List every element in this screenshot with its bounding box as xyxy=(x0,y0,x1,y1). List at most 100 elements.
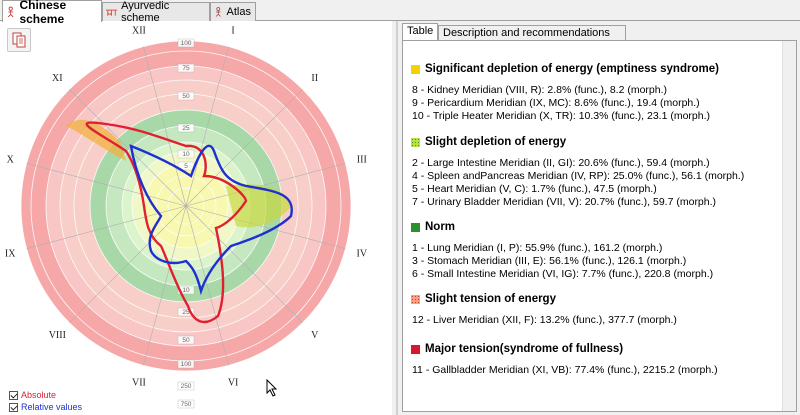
ring-value-label: 50 xyxy=(177,91,195,101)
meridian-label: VIII xyxy=(49,330,66,341)
section-title: Major tension(syndrome of fullness) xyxy=(425,343,624,355)
chart-legend: Absolute Relative values xyxy=(9,389,82,413)
svg-text:50: 50 xyxy=(182,93,190,100)
list-item: 8 - Kidney Meridian (VIII, R): 2.8% (fun… xyxy=(412,84,668,96)
svg-text:100: 100 xyxy=(181,40,192,47)
green-dotted-swatch-icon xyxy=(411,137,420,147)
tab-description[interactable]: Description and recommendations xyxy=(438,25,626,41)
scheme-tab-bar: Chinese scheme Ayurvedic scheme Atlas xyxy=(0,0,800,26)
svg-text:25: 25 xyxy=(182,309,190,316)
spoke-line xyxy=(185,205,346,249)
spoke-line xyxy=(185,46,229,207)
meridian-label: II xyxy=(311,73,318,84)
list-item: 1 - Lung Meridian (I, P): 55.9% (func.),… xyxy=(412,242,663,254)
spoke-line xyxy=(185,89,303,207)
relative-line xyxy=(129,144,293,296)
tab-atlas[interactable]: Atlas xyxy=(210,2,256,21)
ring-value-label: 25 xyxy=(177,123,195,133)
chinese-figure-icon xyxy=(7,6,14,17)
relative-checkbox[interactable] xyxy=(9,402,18,412)
section-significant-depletion: Significant depletion of energy (emptine… xyxy=(411,62,719,123)
section-title: Slight tension of energy xyxy=(425,293,556,305)
table-panel: Significant depletion of energy (emptine… xyxy=(402,40,797,412)
meridian-label: VI xyxy=(228,377,239,388)
spoke-line xyxy=(26,163,187,207)
svg-text:75: 75 xyxy=(182,65,190,72)
spoke-line xyxy=(185,205,229,366)
yellow-swatch-icon xyxy=(411,64,420,74)
list-item: 10 - Triple Heater Meridian (X, TR): 10.… xyxy=(412,110,710,122)
list-item: 5 - Heart Meridian (V, C): 1.7% (func.),… xyxy=(412,183,657,195)
list-item: 6 - Small Intestine Meridian (VI, IG): 7… xyxy=(412,268,714,280)
svg-text:25: 25 xyxy=(182,125,190,132)
overflow-area-xi xyxy=(66,119,126,161)
list-item: 2 - Large Intestine Meridian (II, GI): 2… xyxy=(412,157,710,169)
ring-value-label: 100 xyxy=(177,359,195,369)
meridian-label: I xyxy=(231,26,234,37)
ring-value-label: 75 xyxy=(177,63,195,73)
legend-relative[interactable]: Relative values xyxy=(9,401,82,413)
ring-value-label: 25 xyxy=(177,307,195,317)
tab-chinese-scheme[interactable]: Chinese scheme xyxy=(2,0,102,26)
meridian-label: VII xyxy=(132,377,146,388)
meridian-label: IV xyxy=(357,249,368,260)
spoke-line xyxy=(143,205,187,366)
meridian-label: IX xyxy=(5,249,16,260)
spoke-line xyxy=(185,163,346,207)
ring-value-labels: 100 75 50 25 10 5 10 25 50 100 250 750 xyxy=(177,38,195,409)
list-item: 4 - Spleen andPancreas Meridian (IV, RP)… xyxy=(412,170,745,182)
section-title: Significant depletion of energy (emptine… xyxy=(425,63,719,75)
splitter[interactable] xyxy=(396,21,398,415)
section-title: Slight depletion of energy xyxy=(425,136,567,148)
legend-absolute[interactable]: Absolute xyxy=(9,389,82,401)
green-swatch-icon xyxy=(411,222,420,232)
chart-pane: 100 75 50 25 10 5 10 25 50 100 250 750 I II III IV V VI V… xyxy=(0,21,392,415)
svg-text:250: 250 xyxy=(181,383,192,390)
orange-dotted-swatch-icon xyxy=(411,294,420,304)
meridian-label: III xyxy=(357,154,367,165)
meridian-label: XI xyxy=(52,73,63,84)
section-slight-tension: Slight tension of energy 12 - Liver Meri… xyxy=(411,292,677,327)
section-major-tension: Major tension(syndrome of fullness) 11 -… xyxy=(411,342,718,377)
svg-text:750: 750 xyxy=(181,401,192,408)
spoke-line xyxy=(69,205,187,323)
mouse-cursor-icon xyxy=(266,379,278,397)
atlas-figure-icon xyxy=(215,7,221,17)
tab-chinese-scheme-label: Chinese scheme xyxy=(19,0,67,26)
section-title: Norm xyxy=(425,221,456,233)
svg-text:50: 50 xyxy=(182,337,190,344)
copy-button[interactable] xyxy=(7,28,31,52)
section-norm: Norm 1 - Lung Meridian (I, P): 55.9% (fu… xyxy=(411,220,713,281)
section-slight-depletion: Slight depletion of energy 2 - Large Int… xyxy=(411,135,744,209)
svg-text:10: 10 xyxy=(182,287,190,294)
ring-value-label: 750 xyxy=(177,399,195,409)
spoke-line xyxy=(143,46,187,207)
vertical-scrollbar[interactable] xyxy=(782,41,796,411)
spoke-line xyxy=(185,205,303,323)
tab-table[interactable]: Table xyxy=(402,23,438,41)
legend-relative-label: Relative values xyxy=(21,402,83,412)
svg-text:10: 10 xyxy=(182,151,190,158)
ring-value-label: 250 xyxy=(177,381,195,391)
list-item: 7 - Urinary Bladder Meridian (VII, V): 2… xyxy=(412,196,717,208)
ring-value-label: 10 xyxy=(177,149,195,159)
absolute-checkbox[interactable] xyxy=(9,390,18,400)
list-item: 12 - Liver Meridian (XII, F): 13.2% (fun… xyxy=(412,314,677,326)
legend-absolute-label: Absolute xyxy=(21,390,57,400)
list-item: 3 - Stomach Meridian (III, E): 56.1% (fu… xyxy=(412,255,687,267)
svg-text:100: 100 xyxy=(181,361,192,368)
ring-value-label: 10 xyxy=(177,285,195,295)
meridian-label: X xyxy=(7,154,15,165)
meridian-label: V xyxy=(311,330,319,341)
tab-atlas-label: Atlas xyxy=(226,6,251,18)
list-item: 11 - Gallbladder Meridian (XI, VB): 77.4… xyxy=(412,364,718,376)
copy-icon xyxy=(12,32,26,48)
ring-value-label: 50 xyxy=(177,335,195,345)
meridian-label: XII xyxy=(132,26,146,37)
tab-ayurvedic-scheme[interactable]: Ayurvedic scheme xyxy=(102,0,210,24)
list-item: 9 - Pericardium Meridian (IX, MC): 8.6% … xyxy=(412,97,700,109)
ayurvedic-symbol-icon xyxy=(105,9,118,16)
spoke-line xyxy=(69,89,187,207)
